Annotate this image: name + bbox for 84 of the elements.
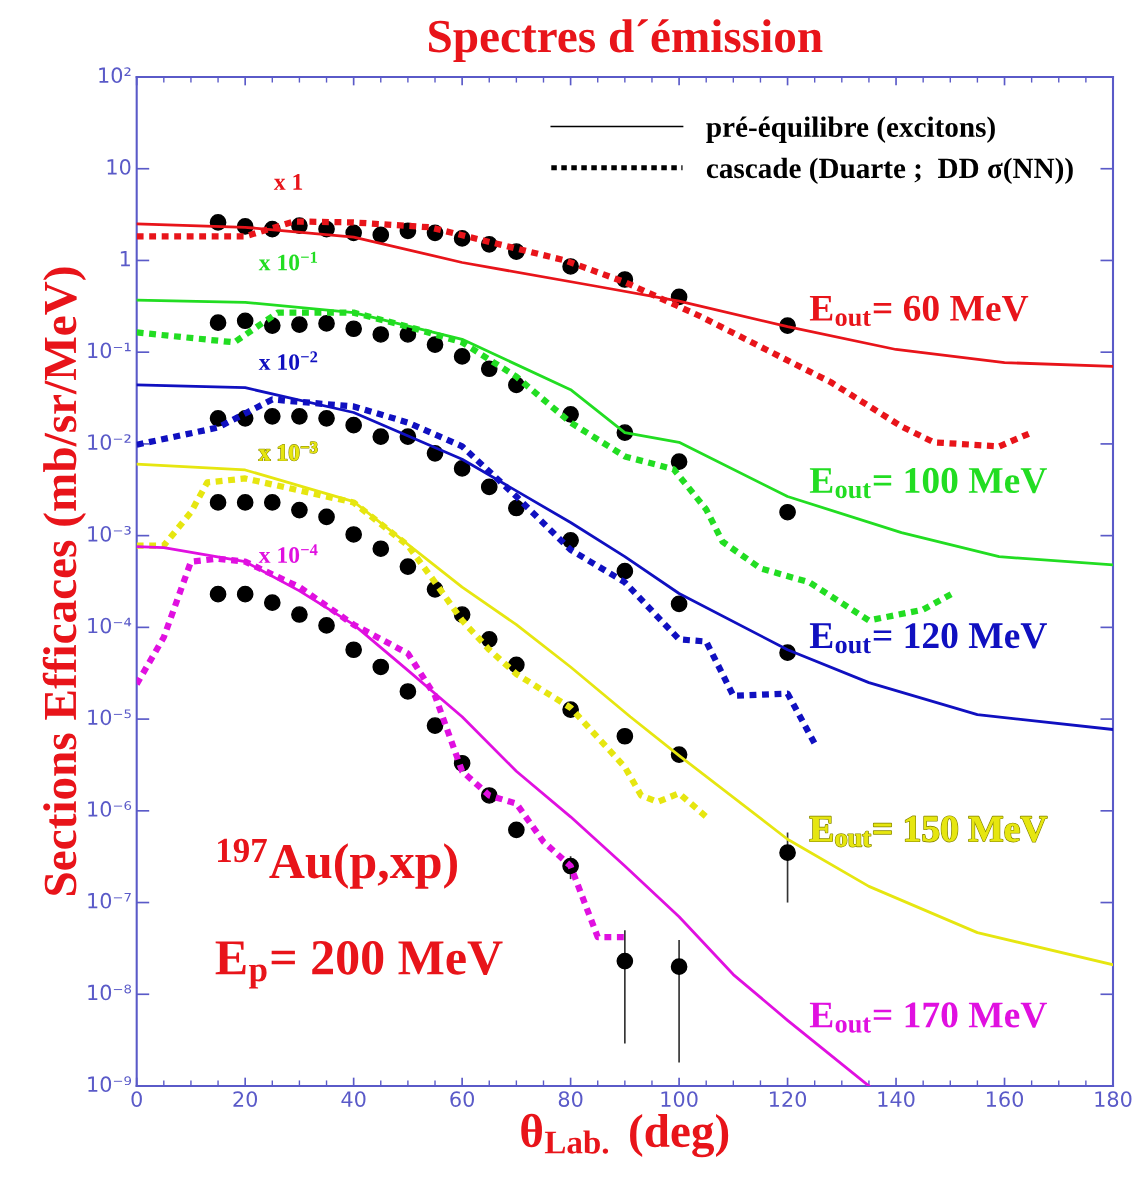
point <box>779 503 796 521</box>
point <box>399 683 417 700</box>
point <box>318 315 335 332</box>
point <box>263 494 281 511</box>
point <box>508 499 525 517</box>
point <box>372 428 390 445</box>
series-label: E$_{out}$= 150 MeV <box>809 816 1047 847</box>
x-tick-label: 100 <box>661 1091 698 1107</box>
point <box>399 558 417 575</box>
series-label: E$_{out}$= 60 MeV <box>809 295 1029 327</box>
x-tick-label: 120 <box>769 1091 807 1107</box>
point <box>209 314 227 331</box>
annotation: $^{197}$Au(p,xp) <box>218 838 457 889</box>
point <box>616 952 634 970</box>
point <box>345 526 362 543</box>
point <box>291 501 308 519</box>
x-tick-label: 140 <box>878 1091 915 1107</box>
point <box>291 407 308 425</box>
point <box>616 562 634 580</box>
annotation: x 1 <box>273 174 303 190</box>
series-label: E$_{out}$= 170 MeV <box>809 1002 1047 1033</box>
y-tick-label: 10⁻⁹ <box>88 1076 132 1093</box>
point <box>453 348 471 365</box>
point <box>236 585 254 603</box>
point <box>480 478 498 496</box>
point <box>453 460 471 477</box>
point <box>263 594 281 611</box>
point <box>318 617 335 634</box>
y-tick-label: 10⁻⁶ <box>88 801 132 817</box>
point <box>616 727 634 745</box>
y-tick-label: 10⁻³ <box>88 525 131 542</box>
point <box>426 336 444 353</box>
annotation: cascade (Duarte ; DD σ(NN)) <box>706 157 1073 185</box>
y-tick-label: 1 <box>120 251 130 267</box>
point <box>372 658 390 676</box>
point <box>372 540 390 558</box>
y-tick-label: 10 <box>107 159 131 175</box>
y-tick-label: 10⁻⁴ <box>88 617 132 634</box>
point <box>291 316 308 333</box>
x-axis-title: θ$_{Lab.}$ (deg) <box>521 1113 729 1158</box>
point <box>345 416 362 434</box>
annotation: E$_{p}$= 200 MeV <box>215 940 503 989</box>
x-tick-label: 20 <box>233 1091 258 1107</box>
point <box>345 641 362 659</box>
y-tick-label: 10⁻⁵ <box>88 709 131 726</box>
series-label: E$_{out}$= 120 MeV <box>809 622 1047 654</box>
point <box>236 494 254 511</box>
point <box>670 958 688 975</box>
x-tick-label: 80 <box>558 1091 583 1107</box>
point <box>372 326 390 343</box>
point <box>670 595 688 613</box>
x-tick-label: 0 <box>131 1091 142 1107</box>
chart-title: Spectres d´émission <box>429 19 823 63</box>
point <box>670 453 688 471</box>
point <box>291 606 308 623</box>
y-tick-label: 10⁻⁷ <box>88 892 131 909</box>
annotation: pré-équilibre (excitons) <box>706 116 995 143</box>
y-axis-title: Sections Efficaces (mb/sr/MeV) <box>42 267 86 896</box>
x-tick-label: 160 <box>986 1091 1024 1107</box>
point <box>345 320 362 338</box>
line-series <box>136 545 871 1086</box>
x-tick-label: 40 <box>341 1091 366 1107</box>
point <box>779 844 796 861</box>
annotation: x 10$^{−3}$ <box>258 441 318 461</box>
point <box>508 821 525 839</box>
point <box>236 312 254 330</box>
y-tick-label: 10⁻² <box>88 434 131 450</box>
point <box>263 407 281 425</box>
y-tick-label: 10⁻⁸ <box>88 984 132 1001</box>
y-tick-label: 10⁻¹ <box>88 342 131 359</box>
x-tick-label: 60 <box>450 1091 474 1107</box>
point <box>209 494 227 511</box>
annotation: x 10$^{−2}$ <box>258 351 318 371</box>
annotation: x 10$^{−4}$ <box>258 544 318 563</box>
point <box>318 508 335 526</box>
point <box>318 410 335 427</box>
y-tick-label: 10² <box>99 67 131 84</box>
point <box>209 410 227 427</box>
annotation: x 10$^{−1}$ <box>258 251 318 271</box>
series-label: E$_{out}$= 100 MeV <box>809 467 1047 499</box>
point <box>209 585 227 603</box>
point <box>372 226 390 244</box>
point <box>426 717 444 734</box>
x-tick-label: 180 <box>1095 1091 1132 1107</box>
